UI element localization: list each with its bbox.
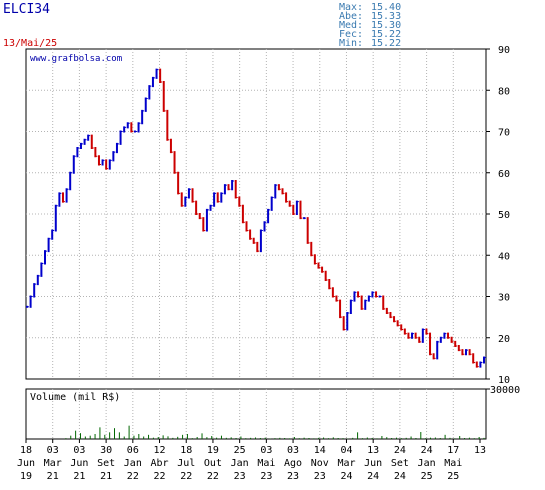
price-panel: 10 20 30 40 50 60 70 80 90 www.grafbolsa.com	[25, 45, 510, 386]
x-tick-label-day: 13	[367, 445, 379, 456]
stat-label: Min:	[339, 38, 363, 49]
watermark: www.grafbolsa.com	[30, 54, 122, 64]
x-tick-label-day: 17	[447, 445, 459, 456]
x-tick-label-year: 22	[207, 471, 219, 482]
price-y-tick-label: 90	[498, 45, 510, 56]
volume-panel-frame	[25, 388, 487, 440]
ticker-symbol: ELCI34	[3, 2, 50, 17]
x-tick-label-month: Jan	[418, 458, 436, 469]
x-tick-label-year: 24	[340, 471, 352, 482]
x-tick-label-day: 18	[20, 445, 32, 456]
stat-value: 15.33	[371, 11, 401, 22]
x-tick-label-month: Abr	[150, 458, 168, 469]
volume-bars	[65, 425, 485, 439]
price-y-tick-label: 40	[498, 251, 510, 262]
header: ELCI34 13/Mai/25	[3, 2, 57, 49]
x-tick-label-month: Jan	[231, 458, 249, 469]
price-y-tick-label: 20	[498, 334, 510, 345]
volume-grid	[52, 389, 454, 439]
x-tick-label-day: 03	[47, 445, 59, 456]
x-tick-label-year: 22	[127, 471, 139, 482]
stat-label: Abe:	[339, 11, 363, 22]
price-y-axis: 10 20 30 40 50 60 70 80 90	[486, 45, 510, 386]
x-tick-label-year: 25	[421, 471, 433, 482]
x-tick-label-year: 21	[47, 471, 59, 482]
volume-y-axis: 30000	[486, 385, 520, 396]
x-tick-label-year: 22	[180, 471, 192, 482]
x-tick-label-year: 23	[234, 471, 246, 482]
price-y-tick-label: 70	[498, 128, 510, 139]
stats-panel: Max: 15.40 Abe: 15.33 Med: 15.30 Fec: 15.22 Min:…	[339, 2, 401, 49]
price-y-tick-label: 10	[498, 375, 510, 386]
x-tick-label-month: Jun	[17, 458, 35, 469]
x-tick-label-month: Jul	[177, 458, 195, 469]
x-tick-label-month: Nov	[311, 458, 329, 469]
x-tick-label-day: 04	[340, 445, 352, 456]
x-tick-label-day: 13	[474, 445, 486, 456]
x-tick-label-year: 22	[154, 471, 166, 482]
volume-label: Volume (mil R$)	[30, 392, 120, 403]
volume-panel: 30000 Volume (mil R$)	[25, 385, 520, 440]
volume-y-tick-label: 30000	[490, 385, 520, 396]
x-tick-label-year: 21	[73, 471, 85, 482]
price-panel-frame	[25, 48, 487, 380]
x-tick-label-year: 25	[447, 471, 459, 482]
x-tick-label-day: 30	[100, 445, 112, 456]
price-y-tick-label: 80	[498, 86, 510, 97]
x-tick-label-day: 12	[154, 445, 166, 456]
stat-label: Med:	[339, 20, 363, 31]
x-tick-label-month: Mar	[44, 458, 62, 469]
x-tick-label-day: 06	[127, 445, 139, 456]
x-tick-label-day: 24	[394, 445, 406, 456]
stat-value: 15.22	[371, 29, 401, 40]
stat-value: 15.30	[371, 20, 401, 31]
x-tick-label-day: 03	[287, 445, 299, 456]
x-tick-label-year: 24	[394, 471, 406, 482]
price-series	[26, 68, 486, 368]
x-tick-label-year: 23	[287, 471, 299, 482]
x-tick-label-day: 19	[207, 445, 219, 456]
x-tick-label-day: 03	[260, 445, 272, 456]
x-tick-label-month: Out	[204, 458, 222, 469]
x-tick-label-month: Mai	[257, 458, 275, 469]
price-y-tick-label: 60	[498, 169, 510, 180]
x-tick-label-year: 23	[260, 471, 272, 482]
x-tick-label-year: 24	[367, 471, 379, 482]
x-axis: 18 Jun 19 03 Mar 21 03 Jun 21 30 Set 21 06 Jan 22 12 Abr…	[17, 439, 486, 482]
x-tick-label-month: Jun	[70, 458, 88, 469]
x-tick-label-day: 14	[314, 445, 326, 456]
stat-value: 15.22	[371, 38, 401, 49]
x-tick-label-year: 21	[100, 471, 112, 482]
quote-date: 13/Mai/25	[3, 38, 57, 49]
x-tick-label-month: Ago	[284, 458, 302, 469]
x-tick-label-month: Jun	[364, 458, 382, 469]
x-tick-label-day: 18	[180, 445, 192, 456]
x-tick-label-day: 25	[234, 445, 246, 456]
x-tick-label-month: Jan	[124, 458, 142, 469]
x-tick-label-day: 03	[73, 445, 85, 456]
stat-value: 15.40	[371, 2, 401, 13]
x-tick-label-year: 19	[20, 471, 32, 482]
x-tick-label-month: Mar	[337, 458, 355, 469]
x-tick-label-month: Mai	[444, 458, 462, 469]
x-tick-label-month: Set	[97, 458, 115, 469]
price-y-tick-label: 30	[498, 293, 510, 304]
x-tick-label-day: 24	[421, 445, 433, 456]
stat-label: Max:	[339, 2, 363, 13]
stat-label: Fec:	[339, 29, 363, 40]
x-tick-label-month: Set	[391, 458, 409, 469]
price-y-tick-label: 50	[498, 210, 510, 221]
x-tick-label-year: 23	[314, 471, 326, 482]
